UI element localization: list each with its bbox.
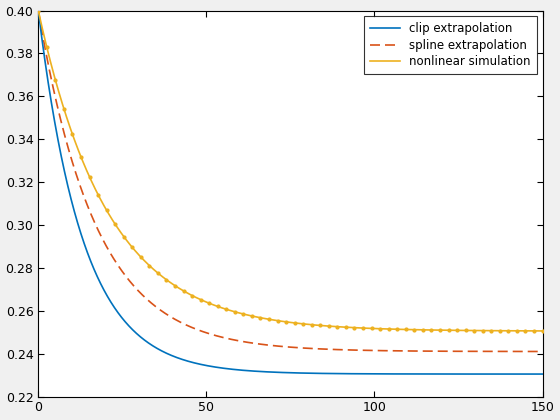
nonlinear simulation [524, 328, 531, 333]
spline extrapolation [525, 349, 531, 354]
nonlinear simulation [280, 319, 287, 324]
nonlinear simulation [525, 328, 531, 333]
clip extrapolation [539, 372, 546, 377]
clip extrapolation [60, 167, 67, 172]
Line: spline extrapolation: spline extrapolation [38, 10, 543, 352]
clip extrapolation [432, 372, 438, 377]
nonlinear simulation [267, 317, 273, 322]
clip extrapolation [35, 8, 41, 13]
spline extrapolation [60, 130, 67, 135]
spline extrapolation [35, 8, 41, 13]
spline extrapolation [267, 343, 273, 348]
spline extrapolation [539, 349, 546, 354]
clip extrapolation [524, 372, 531, 377]
Legend: clip extrapolation, spline extrapolation, nonlinear simulation: clip extrapolation, spline extrapolation… [365, 16, 536, 74]
nonlinear simulation [432, 328, 438, 333]
Line: nonlinear simulation: nonlinear simulation [38, 10, 543, 331]
spline extrapolation [524, 349, 531, 354]
spline extrapolation [280, 344, 287, 349]
clip extrapolation [280, 370, 287, 375]
spline extrapolation [432, 349, 438, 354]
clip extrapolation [267, 370, 273, 375]
nonlinear simulation [60, 107, 67, 112]
clip extrapolation [525, 372, 531, 377]
nonlinear simulation [539, 328, 546, 333]
nonlinear simulation [35, 8, 41, 13]
Line: clip extrapolation: clip extrapolation [38, 10, 543, 374]
